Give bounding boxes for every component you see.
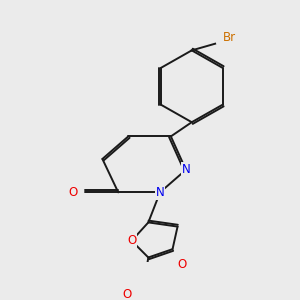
Text: O: O [122, 288, 131, 300]
Text: N: N [182, 163, 190, 176]
Text: O: O [127, 234, 136, 247]
Text: O: O [68, 186, 78, 199]
Text: O: O [177, 258, 186, 271]
Text: Br: Br [223, 32, 236, 44]
Text: N: N [156, 186, 164, 199]
